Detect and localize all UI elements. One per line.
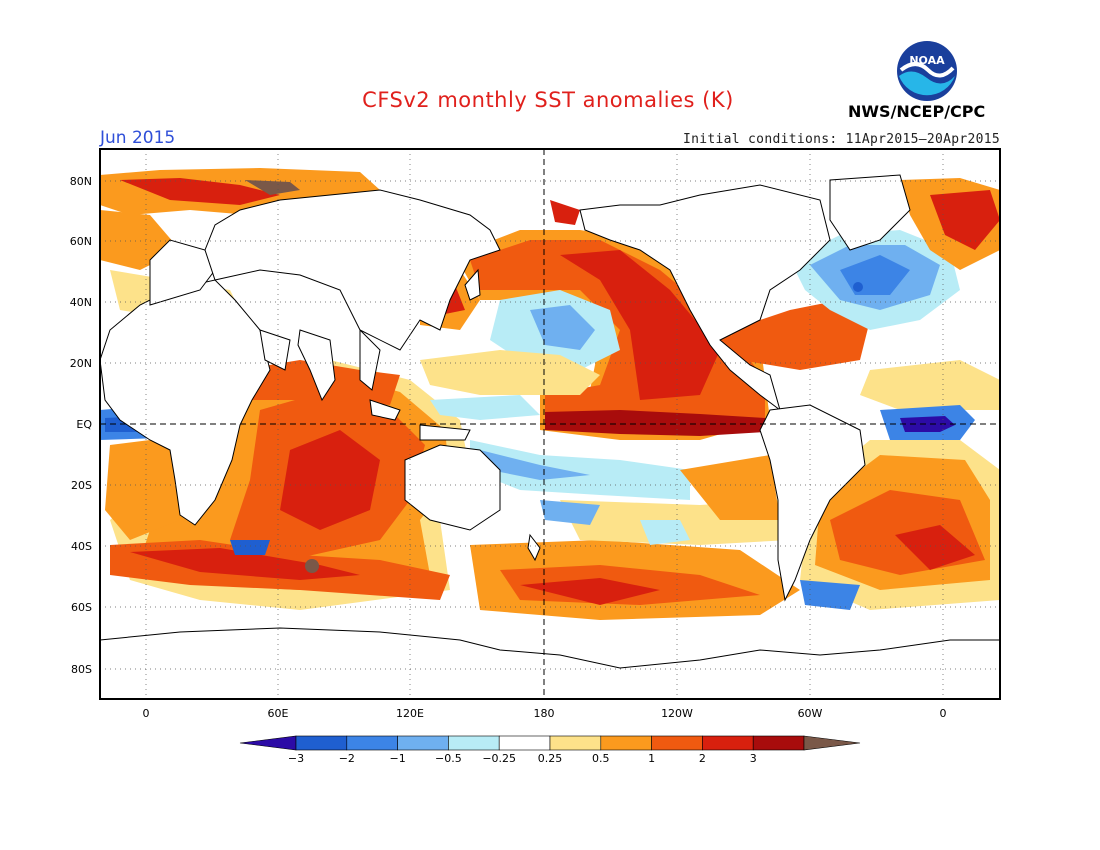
svg-text:NOAA: NOAA — [909, 54, 945, 67]
colorbar-label: 2 — [699, 752, 706, 765]
lat-label: 20S — [71, 479, 92, 492]
colorbar-label: −1 — [389, 752, 405, 765]
colorbar-swatch — [397, 735, 449, 751]
colorbar-swatch — [346, 735, 398, 751]
colorbar-swatch — [702, 735, 754, 751]
gridlines — [100, 149, 1000, 699]
lat-label: 80S — [71, 663, 92, 676]
map-frame — [99, 148, 1001, 700]
colorbar-label: 0.5 — [592, 752, 610, 765]
colorbar: −3 −2 −1 −0.5 −0.25 0.25 0.5 1 2 3 — [239, 735, 861, 765]
lon-label: 0 — [143, 707, 150, 720]
latitude-labels: 80N 60N 40N 20N EQ 20S 40S 60S 80S — [70, 175, 93, 676]
colorbar-label: −0.25 — [482, 752, 516, 765]
lat-label: EQ — [76, 418, 92, 431]
colorbar-swatch — [549, 735, 602, 751]
colorbar-swatch — [448, 735, 500, 751]
lat-label: 40S — [71, 540, 92, 553]
lon-label: 60W — [798, 707, 823, 720]
lon-label: 120E — [396, 707, 424, 720]
colorbar-label: 0.25 — [538, 752, 563, 765]
colorbar-label: −0.5 — [435, 752, 462, 765]
lat-label: 20N — [70, 357, 92, 370]
colorbar-label: −3 — [288, 752, 304, 765]
colorbar-label: 3 — [750, 752, 757, 765]
noaa-logo: NOAA — [897, 41, 957, 101]
lat-label: 80N — [70, 175, 92, 188]
colorbar-swatch — [752, 735, 805, 751]
lon-label: 0 — [940, 707, 947, 720]
lat-label: 60S — [71, 601, 92, 614]
colorbar-swatch — [600, 735, 652, 751]
colorbar-swatch — [498, 735, 551, 751]
colorbar-min-arrow — [239, 735, 297, 751]
colorbar-label: 1 — [648, 752, 655, 765]
continents — [100, 174, 1000, 699]
initial-conditions: Initial conditions: 11Apr2015–20Apr2015 — [683, 132, 1000, 147]
lat-label: 60N — [70, 235, 92, 248]
lat-label: 40N — [70, 296, 92, 309]
colorbar-max-arrow — [803, 735, 861, 751]
colorbar-swatch — [295, 735, 348, 751]
lon-label: 180 — [534, 707, 555, 720]
agency-label: NWS/NCEP/CPC — [848, 102, 986, 121]
lon-label: 120W — [661, 707, 693, 720]
anomaly-field — [100, 149, 1000, 699]
longitude-labels: 0 60E 120E 180 120W 60W 0 — [143, 707, 947, 720]
colorbar-swatch — [651, 735, 703, 751]
forecast-period: Jun 2015 — [100, 128, 176, 148]
colorbar-label: −2 — [339, 752, 355, 765]
lon-label: 60E — [268, 707, 289, 720]
map-title: CFSv2 monthly SST anomalies (K) — [362, 88, 734, 112]
